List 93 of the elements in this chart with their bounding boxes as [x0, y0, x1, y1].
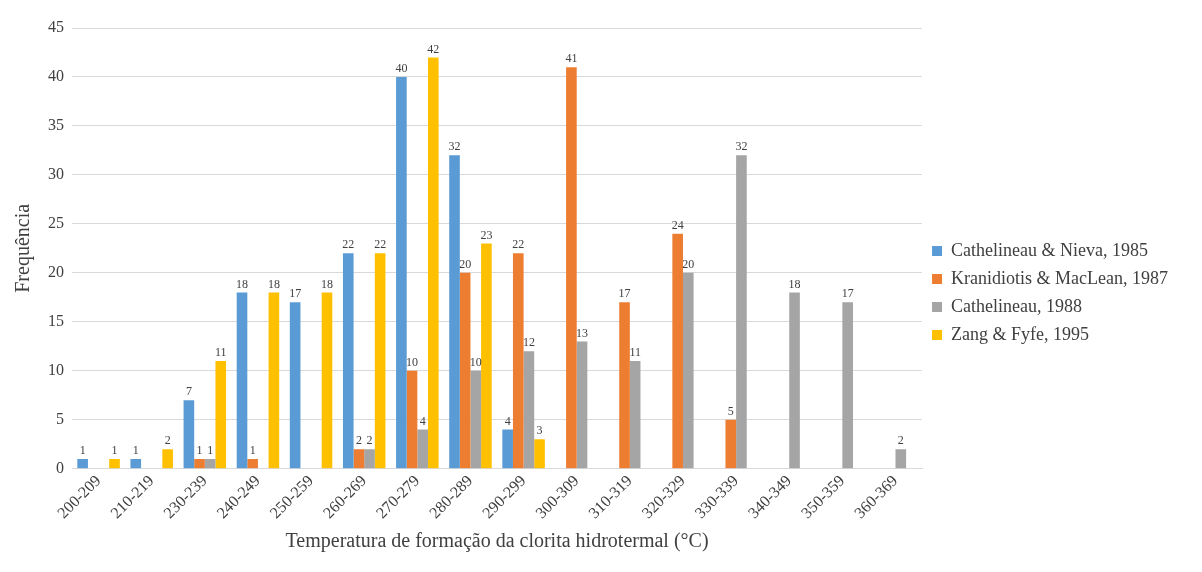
bar [895, 449, 907, 469]
bar [236, 292, 248, 469]
data-label: 1 [111, 443, 118, 458]
data-label: 17 [841, 286, 854, 301]
y-tick-label: 45 [48, 18, 64, 36]
y-tick-label: 40 [48, 67, 64, 85]
bar [268, 292, 280, 469]
bar [194, 458, 205, 469]
bar [629, 360, 641, 469]
data-label: 4 [504, 413, 511, 428]
legend-label: Cathelineau & Nieva, 1985 [951, 239, 1148, 260]
bar [417, 429, 428, 469]
bar [342, 253, 354, 469]
data-label: 2 [366, 433, 373, 448]
data-label: 1 [249, 443, 256, 458]
bar [353, 449, 365, 469]
x-axis-title: Temperatura de formação da clorita hidrotermal (°C) [285, 529, 709, 553]
data-label: 11 [629, 345, 641, 360]
bar [725, 419, 737, 469]
bar [682, 272, 694, 469]
bar [459, 272, 471, 469]
bar [449, 155, 460, 469]
data-label: 22 [342, 237, 355, 252]
legend-label: Zang & Fyfe, 1995 [951, 323, 1090, 344]
bar [736, 155, 747, 469]
bar [364, 449, 375, 469]
data-label: 18 [321, 276, 334, 291]
bar [512, 253, 524, 469]
bar [406, 370, 418, 469]
bar [321, 292, 333, 469]
legend-label: Kranidiotis & MacLean, 1987 [951, 267, 1168, 288]
data-label: 4 [419, 413, 426, 428]
bar [502, 429, 513, 469]
bar [481, 243, 492, 469]
bar [566, 67, 577, 469]
data-label: 18 [236, 276, 249, 291]
data-label: 13 [576, 325, 589, 340]
data-label: 40 [395, 61, 408, 76]
bar [619, 302, 630, 469]
bar [183, 400, 195, 469]
data-label: 3 [536, 423, 543, 438]
bar [470, 370, 482, 469]
data-label: 22 [374, 237, 387, 252]
y-tick-label: 35 [48, 116, 64, 134]
bar [789, 292, 800, 469]
bar [427, 57, 439, 469]
y-tick-label: 15 [48, 312, 64, 330]
data-label: 22 [512, 237, 525, 252]
y-tick-label: 25 [48, 214, 64, 232]
bar [215, 360, 227, 469]
data-label: 1 [132, 443, 139, 458]
data-label: 18 [267, 276, 280, 291]
data-label: 5 [727, 403, 734, 418]
legend-label: Cathelineau, 1988 [951, 295, 1083, 316]
bar [374, 253, 386, 469]
data-label: 32 [448, 139, 461, 154]
data-label: 42 [427, 41, 440, 56]
data-label: 11 [214, 345, 227, 360]
data-label: 1 [196, 443, 203, 458]
y-tick-label: 20 [48, 263, 64, 281]
bar [523, 351, 535, 469]
data-label: 2 [355, 433, 362, 448]
data-label: 1 [207, 443, 214, 458]
y-tick-label: 10 [48, 360, 64, 378]
bar [289, 302, 301, 469]
data-label: 12 [522, 335, 535, 350]
y-axis-title: Frequência [11, 203, 35, 293]
bar [77, 458, 88, 469]
data-label: 7 [185, 384, 192, 399]
data-label: 1 [79, 443, 86, 458]
bar [842, 302, 853, 469]
data-label: 23 [480, 227, 493, 242]
bar [396, 76, 407, 469]
bar [247, 458, 258, 469]
data-label: 41 [565, 51, 578, 66]
data-label: 24 [671, 217, 684, 232]
bar [130, 458, 142, 469]
bar [534, 439, 545, 469]
y-tick-label: 0 [56, 458, 64, 476]
data-label: 2 [897, 433, 904, 448]
data-label: 10 [406, 354, 419, 369]
bar [204, 458, 216, 469]
data-label: 2 [164, 433, 171, 448]
bar [109, 458, 120, 469]
data-label: 17 [289, 286, 302, 301]
bar [576, 341, 588, 469]
y-tick-label: 30 [48, 165, 64, 183]
data-label: 32 [735, 139, 748, 154]
bar [672, 233, 683, 469]
data-label: 18 [788, 276, 801, 291]
bar [162, 449, 173, 469]
data-label: 17 [618, 286, 631, 301]
y-tick-label: 5 [56, 409, 64, 427]
